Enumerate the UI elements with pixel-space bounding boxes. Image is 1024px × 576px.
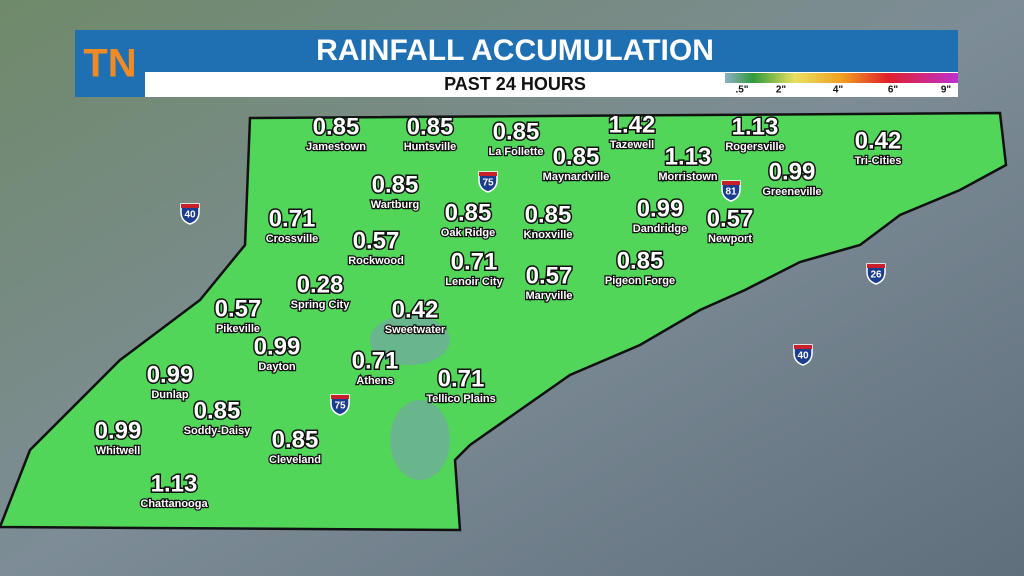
interstate-shield [330, 394, 350, 416]
rain-value: 1.13 [151, 470, 198, 497]
legend-label: .5" [735, 85, 748, 96]
shield-number: 40 [184, 210, 196, 221]
rain-value: 0.57 [215, 295, 262, 322]
low-rain-area [370, 315, 450, 365]
rain-value: 0.85 [493, 118, 540, 145]
city-name: Tazewell [610, 139, 654, 151]
interstate-shield [478, 171, 498, 193]
rain-value: 0.85 [445, 199, 492, 226]
rain-value: 1.13 [665, 143, 712, 170]
rain-value: 0.57 [526, 262, 573, 289]
rain-value: 1.42 [609, 111, 656, 138]
interstate-shield [180, 203, 200, 225]
shield-number: 75 [334, 401, 346, 412]
rain-value: 0.99 [95, 417, 142, 444]
region [0, 111, 1008, 532]
city-name: Oak Ridge [441, 227, 495, 239]
shield-top [867, 264, 885, 268]
city-name: Cleveland [269, 454, 321, 466]
logo: TN [83, 42, 136, 86]
interstate-shield [866, 263, 886, 285]
interstate-shield [793, 344, 813, 366]
shield-top [331, 395, 349, 399]
city-name: Dunlap [151, 389, 189, 401]
city-name: Rogersville [725, 141, 784, 153]
city-name: Greeneville [762, 186, 821, 198]
shield-number: 75 [482, 178, 494, 189]
rain-value: 0.71 [269, 205, 316, 232]
rain-value: 0.71 [438, 365, 485, 392]
city-name: La Follette [488, 146, 543, 158]
city-name: Spring City [291, 299, 351, 311]
rain-value: 0.85 [407, 113, 454, 140]
city-name: Athens [356, 375, 393, 387]
rain-value: 0.57 [707, 205, 754, 232]
rain-value: 0.28 [297, 271, 344, 298]
rain-value: 0.57 [353, 227, 400, 254]
shield-top [722, 181, 740, 185]
shield-top [181, 204, 199, 208]
rain-value: 0.99 [637, 195, 684, 222]
rain-value: 0.99 [147, 361, 194, 388]
city-name: Morristown [658, 171, 718, 183]
rain-value: 0.85 [372, 171, 419, 198]
city-name: Tellico Plains [426, 393, 496, 405]
rain-value: 0.71 [352, 347, 399, 374]
rain-value: 0.85 [194, 397, 241, 424]
interstate-shield [721, 180, 741, 202]
legend-label: 6" [888, 85, 899, 96]
low-rain-area [390, 400, 450, 480]
city-name: Dandridge [633, 223, 687, 235]
title: RAINFALL ACCUMULATION [316, 34, 714, 67]
city-name: Maynardville [543, 171, 610, 183]
legend-label: 2" [776, 85, 787, 96]
city-name: Chattanooga [140, 498, 208, 510]
city-name: Newport [708, 233, 752, 245]
city-name: Knoxville [524, 229, 573, 241]
shield-number: 81 [725, 187, 737, 198]
legend-label: 9" [941, 85, 952, 96]
city-name: Dayton [258, 361, 296, 373]
shield-top [479, 172, 497, 176]
rain-value: 0.42 [392, 296, 439, 323]
rain-value: 1.13 [732, 113, 779, 140]
city-name: Soddy-Daisy [184, 425, 252, 437]
rain-value: 0.85 [553, 143, 600, 170]
legend-scale [725, 73, 958, 83]
city-name: Pikeville [216, 323, 260, 335]
city-name: Jamestown [306, 141, 366, 153]
city-name: Huntsville [404, 141, 457, 153]
rain-value: 0.85 [272, 426, 319, 453]
rain-value: 0.85 [313, 113, 360, 140]
city-name: Crossville [266, 233, 319, 245]
rain-value: 0.99 [769, 158, 816, 185]
city-name: Lenoir City [445, 276, 503, 288]
city-name: Maryville [525, 290, 572, 302]
rain-value: 0.42 [855, 127, 902, 154]
subtitle: PAST 24 HOURS [444, 74, 586, 94]
shield-number: 26 [870, 270, 882, 281]
city-name: Rockwood [348, 255, 404, 267]
logo-box [75, 30, 145, 97]
city-name: Wartburg [371, 199, 419, 211]
city-name: Pigeon Forge [605, 275, 675, 287]
city-name: Whitwell [96, 445, 141, 457]
legend-label: 4" [833, 85, 844, 96]
rain-value: 0.85 [525, 201, 572, 228]
shield-top [794, 345, 812, 349]
city-name: Tri-Cities [854, 155, 901, 167]
rain-value: 0.99 [254, 333, 301, 360]
rain-value: 0.85 [617, 247, 664, 274]
rain-value: 0.71 [451, 248, 498, 275]
shield-number: 40 [797, 351, 809, 362]
title-bar [75, 30, 958, 72]
city-name: Sweetwater [385, 324, 446, 336]
